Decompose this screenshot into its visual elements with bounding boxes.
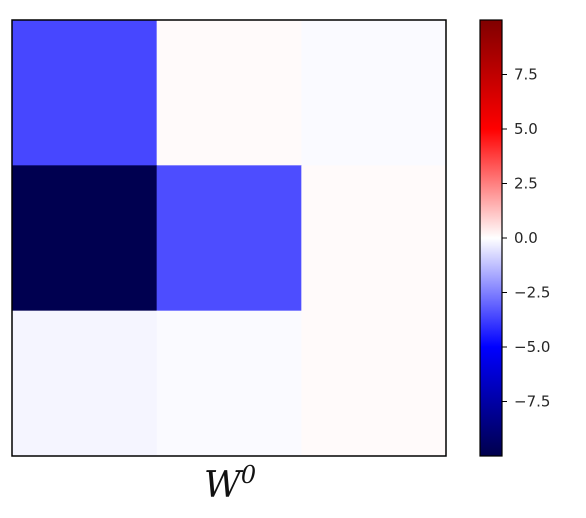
heatmap-cell-r1-c1 — [157, 165, 302, 311]
x-axis-label: W0 — [204, 461, 256, 506]
x-axis-label-base: W — [204, 465, 244, 506]
colorbar-tick-label: 7.5 — [514, 66, 538, 84]
heatmap-cell-r0-c2 — [301, 20, 446, 166]
heatmap-cells — [12, 20, 447, 457]
heatmap-cell-r2-c1 — [157, 311, 302, 457]
heatmap-cell-r2-c2 — [301, 311, 446, 457]
colorbar-tick-label: 2.5 — [514, 175, 538, 193]
colorbar — [480, 20, 502, 456]
x-axis-label-superscript: 0 — [241, 461, 256, 489]
colorbar-ticks: −7.5 −5.0 −2.5 0.0 2.5 5.0 7.5 — [502, 66, 550, 411]
colorbar-tick-label: 5.0 — [514, 120, 538, 138]
heatmap-cell-r0-c0 — [12, 20, 157, 166]
colorbar-tick-label: −2.5 — [514, 284, 550, 302]
colorbar-tick-label: −5.0 — [514, 338, 550, 356]
heatmap-cell-r2-c0 — [12, 311, 157, 457]
colorbar-tick-label: −7.5 — [514, 393, 550, 411]
colorbar-tick-label: 0.0 — [514, 229, 538, 247]
heatmap-cell-r1-c2 — [301, 165, 446, 311]
heatmap-cell-r0-c1 — [157, 20, 302, 166]
heatmap-cell-r1-c0 — [12, 165, 157, 311]
